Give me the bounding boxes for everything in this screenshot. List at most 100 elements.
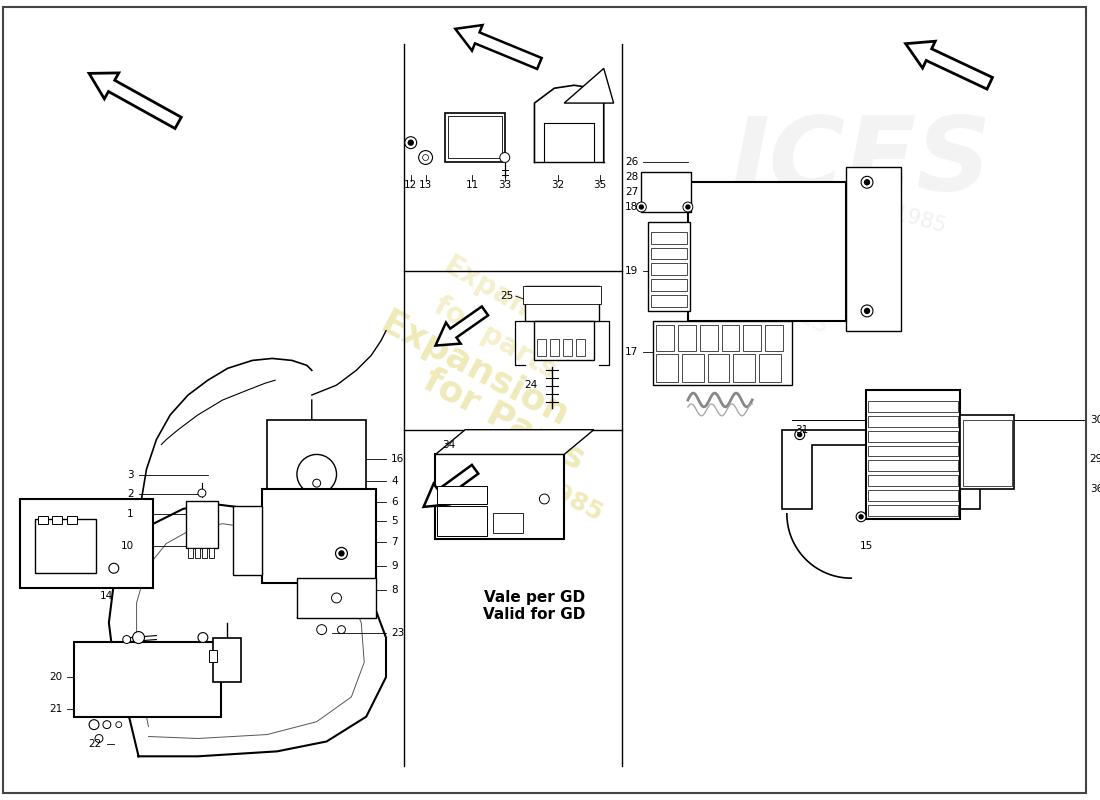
Circle shape (317, 625, 327, 634)
Bar (641, 172, 691, 212)
Text: since 1985: since 1985 (433, 475, 537, 542)
Polygon shape (436, 306, 488, 346)
Circle shape (865, 180, 869, 185)
Bar (651, 232, 686, 244)
Text: 18: 18 (625, 202, 638, 212)
Bar (297, 578, 376, 618)
Polygon shape (455, 25, 541, 69)
Text: 5: 5 (390, 516, 397, 526)
Circle shape (297, 454, 337, 494)
Bar (449, 116, 502, 158)
Bar (576, 338, 585, 357)
Text: 28: 28 (625, 172, 638, 182)
Bar (37, 516, 47, 524)
Text: 9: 9 (390, 562, 397, 571)
Polygon shape (905, 42, 992, 89)
Bar (962, 420, 1012, 486)
Circle shape (331, 593, 341, 603)
Text: Expansion
for parts: Expansion for parts (419, 252, 591, 390)
Text: 25: 25 (500, 291, 514, 301)
Bar (651, 295, 686, 307)
Polygon shape (436, 430, 594, 454)
Circle shape (198, 633, 208, 642)
Circle shape (95, 734, 103, 742)
Circle shape (861, 305, 873, 317)
Text: 7: 7 (390, 537, 397, 546)
Circle shape (116, 722, 122, 728)
Bar (436, 454, 564, 538)
Text: 35: 35 (593, 180, 606, 190)
Bar (20, 499, 153, 588)
Bar (438, 486, 487, 504)
Bar (766, 325, 783, 350)
Bar (653, 321, 792, 385)
Bar (678, 325, 696, 350)
Text: 34: 34 (442, 439, 455, 450)
Bar (651, 263, 686, 275)
Bar (734, 354, 756, 382)
Circle shape (499, 153, 509, 162)
Circle shape (539, 494, 549, 504)
Bar (209, 650, 217, 662)
Bar (744, 325, 761, 350)
Bar (535, 321, 594, 361)
Bar (232, 506, 262, 575)
Polygon shape (89, 73, 182, 129)
Bar (188, 549, 192, 558)
Circle shape (123, 635, 131, 643)
Polygon shape (564, 69, 614, 103)
Circle shape (861, 176, 873, 188)
Text: 31: 31 (795, 425, 808, 434)
Text: 27: 27 (625, 187, 638, 197)
Bar (657, 325, 674, 350)
Text: since 1985: since 1985 (833, 187, 948, 236)
Circle shape (198, 489, 206, 497)
Bar (868, 401, 958, 412)
Text: 23: 23 (390, 627, 404, 638)
Text: 16: 16 (390, 454, 404, 464)
Circle shape (798, 433, 802, 437)
Text: Vale per GD: Vale per GD (484, 590, 585, 606)
Text: 6: 6 (390, 497, 397, 507)
Circle shape (859, 515, 864, 518)
Bar (438, 506, 487, 535)
Text: 1: 1 (126, 509, 133, 519)
Text: for Parts: for Parts (418, 363, 591, 477)
Bar (446, 113, 505, 162)
Text: ICES: ICES (730, 112, 992, 213)
Circle shape (422, 154, 429, 161)
Circle shape (312, 479, 321, 487)
Text: Valid for GD: Valid for GD (483, 607, 585, 622)
Text: 33: 33 (498, 180, 512, 190)
Text: parts: parts (750, 281, 834, 341)
Circle shape (103, 721, 111, 729)
Text: 12: 12 (404, 180, 417, 190)
Bar (682, 354, 704, 382)
Bar (651, 247, 686, 259)
Bar (212, 638, 241, 682)
Text: 13: 13 (419, 180, 432, 190)
Bar (74, 642, 221, 717)
Text: 14: 14 (100, 591, 113, 601)
Text: 21: 21 (50, 704, 63, 714)
Bar (493, 513, 522, 533)
Bar (67, 516, 77, 524)
Circle shape (405, 137, 417, 149)
Bar (538, 338, 547, 357)
Circle shape (336, 547, 348, 559)
Circle shape (338, 626, 345, 634)
Bar (563, 338, 572, 357)
Bar (550, 338, 559, 357)
Bar (525, 286, 598, 321)
Text: 30: 30 (1090, 414, 1100, 425)
Bar (868, 505, 958, 516)
Circle shape (90, 721, 98, 729)
Text: 29: 29 (1090, 454, 1100, 464)
Bar (688, 182, 846, 321)
Bar (186, 501, 218, 549)
Text: 36: 36 (1090, 484, 1100, 494)
Bar (868, 416, 958, 426)
Bar (868, 446, 958, 457)
Circle shape (103, 721, 110, 728)
Circle shape (865, 309, 869, 314)
